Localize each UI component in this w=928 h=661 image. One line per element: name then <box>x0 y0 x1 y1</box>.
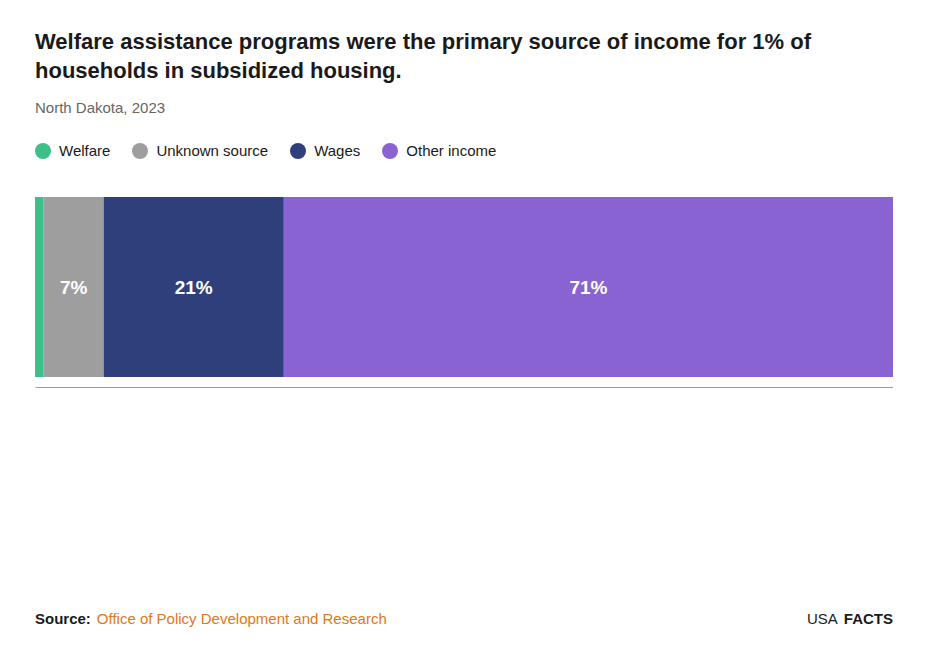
subtitle: North Dakota, 2023 <box>35 99 893 116</box>
legend-swatch <box>290 143 306 159</box>
legend-label: Wages <box>314 142 360 159</box>
brand: USA FACTS <box>807 610 893 627</box>
legend-dot <box>382 143 398 159</box>
legend-item: Welfare <box>35 142 110 159</box>
footer: Source: Office of Policy Development and … <box>35 610 893 627</box>
legend-item: Unknown source <box>132 142 268 159</box>
title: Welfare assistance programs were the pri… <box>35 28 893 85</box>
bar-segment <box>44 197 104 377</box>
x-axis-line <box>36 387 894 388</box>
legend-item: Wages <box>290 142 360 159</box>
legend-item: Other income <box>382 142 496 159</box>
source-text: Office of Policy Development and Researc… <box>97 610 387 627</box>
bars <box>35 197 893 377</box>
plot: 7% 21% 71% <box>35 197 893 388</box>
data-label: 71% <box>569 277 607 298</box>
chart: 7% 21% 71% <box>35 177 893 407</box>
data-labels: 7% 21% 71% <box>60 277 608 298</box>
legend: Welfare Unknown source Wages Other income <box>35 142 893 159</box>
legend-dot <box>35 143 51 159</box>
legend-label: Unknown source <box>156 142 268 159</box>
legend-label: Welfare <box>59 142 110 159</box>
legend-dot <box>290 143 306 159</box>
header: Welfare assistance programs were the pri… <box>35 28 893 407</box>
legend-swatch <box>382 143 398 159</box>
legend-swatch <box>132 143 148 159</box>
bar-segment <box>284 197 893 377</box>
source: Source: Office of Policy Development and … <box>35 610 387 627</box>
legend-swatch <box>35 143 51 159</box>
bar-segment <box>104 197 284 377</box>
data-label: 7% <box>60 277 88 298</box>
data-label: 21% <box>175 277 213 298</box>
legend-dot <box>132 143 148 159</box>
bar-segment <box>35 197 44 377</box>
brand-text: USA <box>807 610 838 627</box>
source-text: Source: <box>35 610 91 627</box>
x-axis <box>36 387 894 388</box>
brand-text: FACTS <box>844 610 893 627</box>
legend-label: Other income <box>406 142 496 159</box>
